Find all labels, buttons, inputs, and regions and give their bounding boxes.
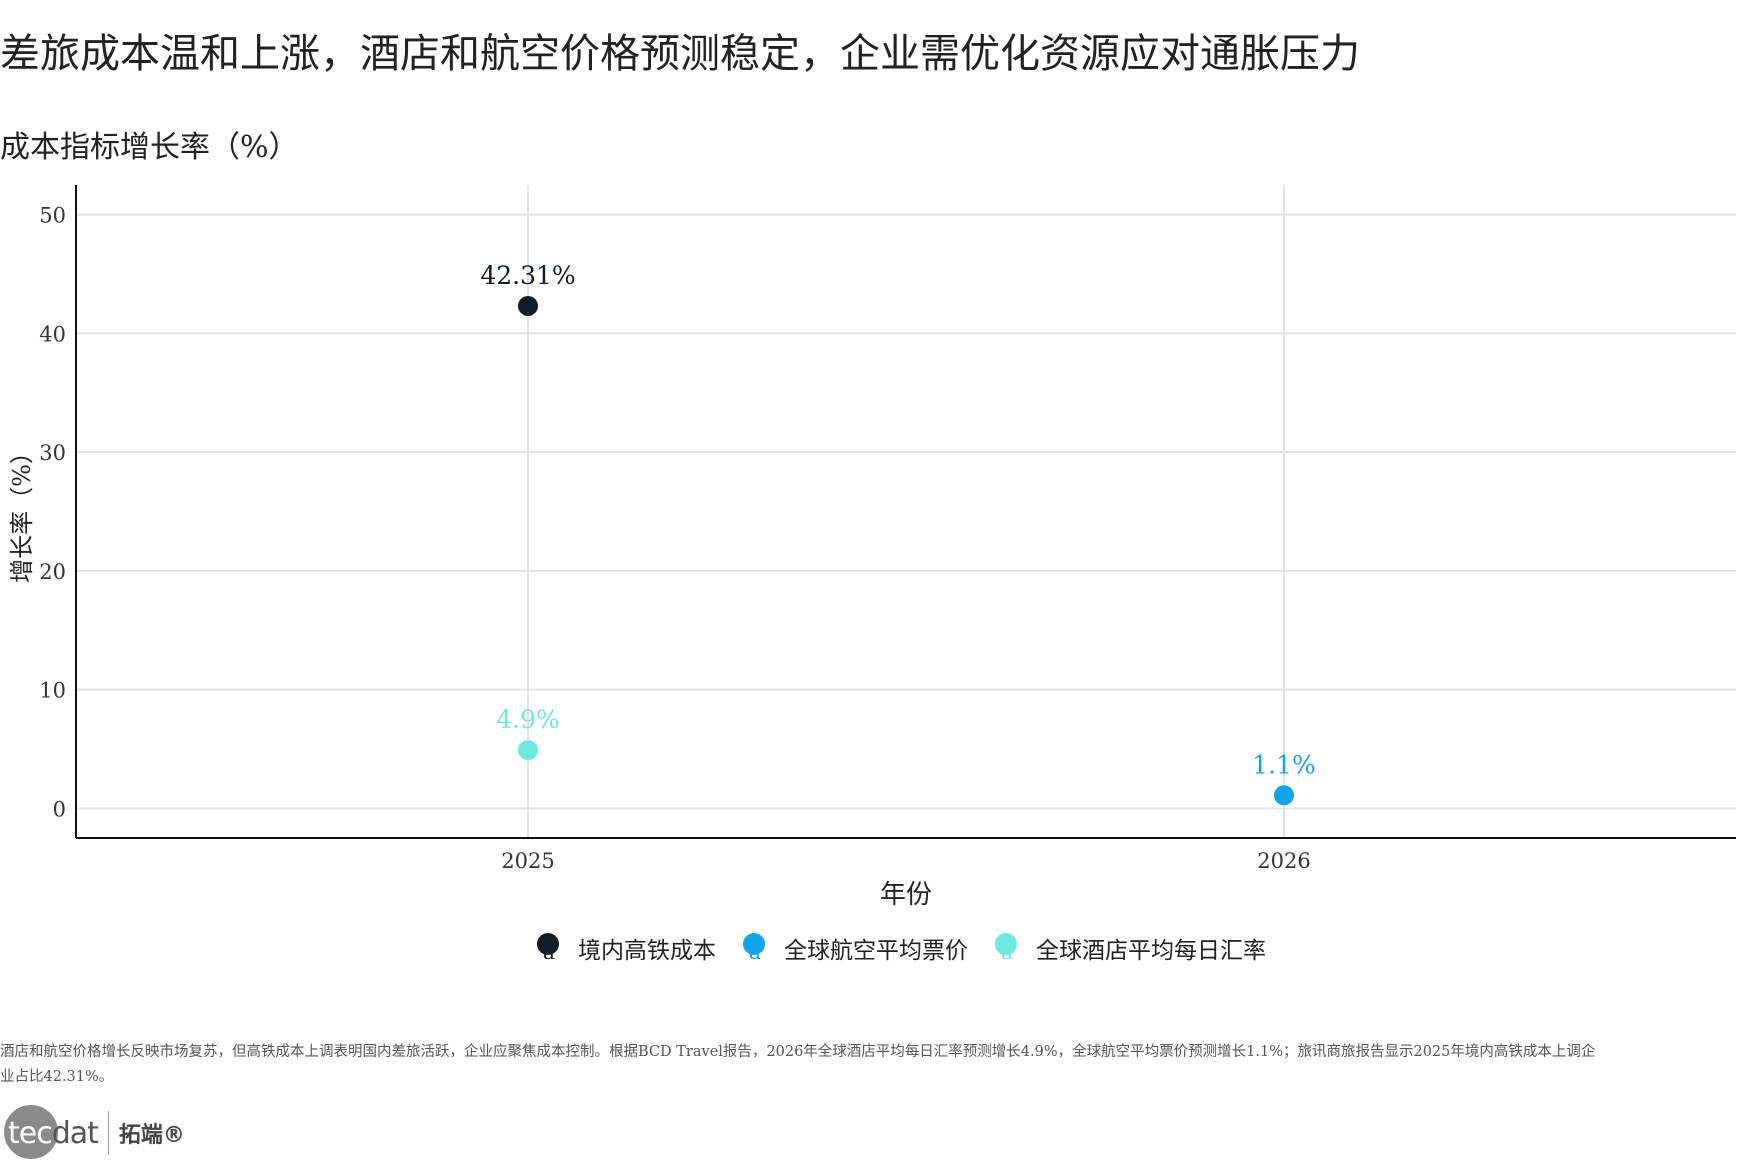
legend-item-2: a 全球酒店平均每日汇率 — [988, 930, 1266, 966]
chart-subtitle: 成本指标增长率（%） — [0, 130, 299, 165]
legend-label-0: 境内高铁成本 — [578, 938, 716, 964]
logo-brand-a: tec — [8, 1115, 53, 1151]
legend-key-icon-0: a — [530, 930, 566, 966]
legend-key-icon-1: a — [736, 930, 772, 966]
legend-key-icon-2: a — [988, 930, 1024, 966]
tecdat-logo: tec dat 拓端® — [4, 1105, 185, 1161]
y-tick-label: 40 — [39, 322, 66, 346]
data-point-2 — [518, 740, 538, 761]
caption: 酒店和航空价格增长反映市场复苏，但高铁成本上调表明国内差旅活跃，企业应聚焦成本控… — [0, 1044, 1596, 1085]
data-label-0: 42.31% — [480, 261, 575, 290]
data-label-1: 1.1% — [1252, 750, 1316, 779]
logo-divider — [107, 1111, 109, 1155]
y-tick-label: 10 — [39, 679, 66, 703]
x-tick-label: 2025 — [501, 849, 554, 873]
y-tick-label: 30 — [39, 441, 66, 465]
logo-brand-b: dat — [51, 1115, 99, 1151]
data-label-2: 4.9% — [496, 705, 560, 734]
data-point-1 — [1274, 785, 1294, 806]
legend: a 境内高铁成本 a 全球航空平均票价 a 全球酒店平均每日汇率 — [530, 930, 1266, 966]
legend-item-0: a 境内高铁成本 — [530, 930, 716, 966]
legend-label-2: 全球酒店平均每日汇率 — [1036, 938, 1266, 964]
legend-item-1: a 全球航空平均票价 — [736, 930, 968, 966]
y-tick-label: 50 — [39, 204, 66, 228]
legend-label-1: 全球航空平均票价 — [784, 938, 968, 964]
logo-brand-cn: 拓端® — [118, 1123, 185, 1148]
scatter-chart: 0 10 20 30 40 50 2025 2026 年份 增长率（%） 42.31% 1.1% 4.9… — [8, 185, 1736, 910]
logo-circle-icon — [4, 1105, 58, 1159]
data-point-0 — [518, 295, 538, 316]
x-tick-label: 2026 — [1257, 849, 1310, 873]
y-tick-label: 0 — [53, 797, 66, 821]
x-axis-title: 年份 — [880, 880, 932, 910]
chart-title: 差旅成本温和上涨，酒店和航空价格预测稳定，企业需优化资源应对通胀压力 — [0, 31, 1360, 77]
y-axis-title: 增长率（%） — [8, 440, 36, 583]
y-tick-label: 20 — [39, 560, 66, 584]
